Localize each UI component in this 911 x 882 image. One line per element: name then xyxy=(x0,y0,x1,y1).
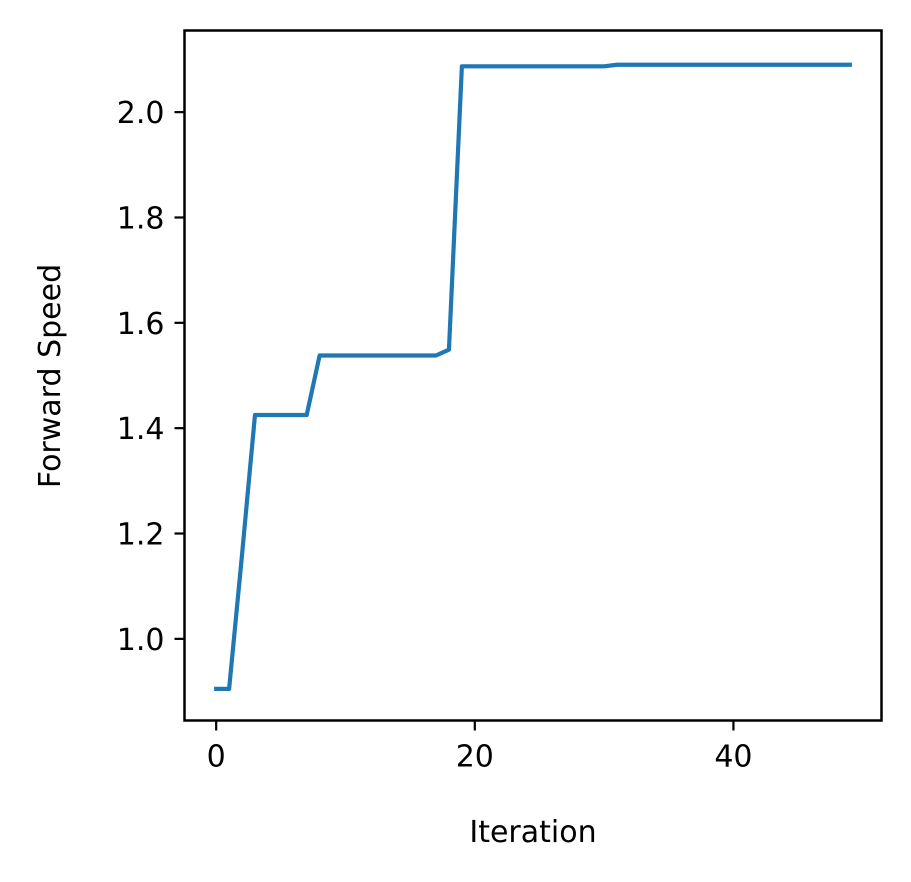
y-axis-label: Forward Speed xyxy=(33,264,68,488)
y-tick-label: 1.8 xyxy=(117,201,165,236)
y-tick-label: 2.0 xyxy=(117,96,165,131)
series-line xyxy=(214,62,852,692)
x-tick-label: 0 xyxy=(207,740,226,775)
axis-ticks: 0 20 40 1.0 1.2 1.4 1.6 1.8 2.0 xyxy=(117,96,753,774)
y-tick-label: 1.6 xyxy=(117,307,165,342)
x-tick-label: 40 xyxy=(714,740,752,775)
plot-area xyxy=(214,62,852,692)
axes-frame xyxy=(183,29,883,722)
y-tick-label: 1.0 xyxy=(117,623,165,658)
y-tick-label: 1.2 xyxy=(117,518,165,553)
y-tick-label: 1.4 xyxy=(117,412,165,447)
x-tick-label: 20 xyxy=(456,740,494,775)
x-axis-label: Iteration xyxy=(469,815,596,850)
